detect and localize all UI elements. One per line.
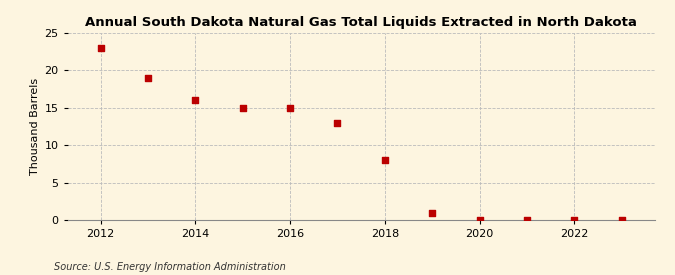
Point [238, 106, 248, 110]
Point [285, 106, 296, 110]
Point [522, 218, 533, 222]
Point [190, 98, 200, 103]
Point [332, 120, 343, 125]
Title: Annual South Dakota Natural Gas Total Liquids Extracted in North Dakota: Annual South Dakota Natural Gas Total Li… [85, 16, 637, 29]
Point [474, 218, 485, 222]
Point [427, 210, 437, 215]
Text: Source: U.S. Energy Information Administration: Source: U.S. Energy Information Administ… [54, 262, 286, 272]
Point [95, 46, 106, 50]
Point [569, 218, 580, 222]
Point [616, 218, 627, 222]
Point [142, 76, 153, 80]
Y-axis label: Thousand Barrels: Thousand Barrels [30, 78, 40, 175]
Point [379, 158, 390, 162]
